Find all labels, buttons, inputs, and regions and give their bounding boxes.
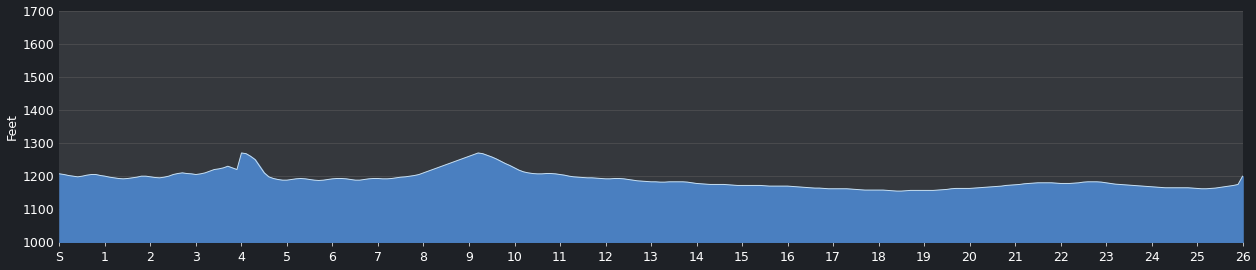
Y-axis label: Feet: Feet: [5, 113, 19, 140]
